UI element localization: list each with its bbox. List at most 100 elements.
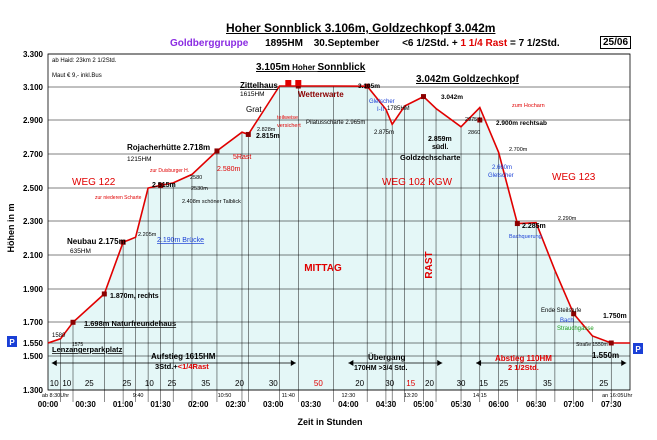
segment-minutes: 25: [85, 379, 94, 388]
waypoint-marker: [70, 319, 76, 325]
x-tick-label: 02:00: [188, 400, 209, 409]
segment-minutes: 10: [62, 379, 71, 388]
label-gletscher-2: I-II: [377, 107, 384, 113]
x-tick-label: 03:00: [263, 400, 284, 409]
segment-minutes: 15: [479, 379, 488, 388]
aufstieg-arrow-tail: [51, 360, 57, 366]
profile-area: [48, 86, 630, 390]
label-wetterwarte: Wetterwarte: [298, 90, 344, 99]
segment-minutes: 10: [145, 379, 154, 388]
uebergang-arrow-tail: [348, 360, 354, 366]
label-mittag: MITTAG: [304, 263, 342, 274]
x-tick-label: 07:30: [601, 400, 622, 409]
time-mark: 9:40: [133, 393, 144, 399]
title-part-1: Hoher Sonnblick 3.106m,: [226, 21, 369, 35]
label-pilatusscharte: Pilatusscharte 2.965m: [306, 120, 365, 126]
label-5rast: 5Rast: [233, 154, 251, 161]
profile-line: [47, 85, 630, 344]
group-label: Goldberggruppe: [170, 38, 249, 49]
time-part-1: <6 1/2Std. +: [402, 38, 461, 49]
label-gletscher-1: Gletscher: [369, 99, 395, 105]
time-mark: 11:40: [282, 393, 295, 399]
label-2515: 2.515m: [152, 182, 176, 189]
x-tick-label: 05:30: [451, 400, 472, 409]
label-2205: 2.205m: [138, 232, 157, 238]
label-sonnblick-top: 3.105m Hoher Sonnblick: [256, 62, 366, 73]
x-tick-label: 00:00: [38, 400, 59, 409]
y-tick-label: 2.700: [23, 150, 44, 159]
sonnblick-top-1: 3.105m: [256, 62, 290, 73]
waypoint-marker: [514, 221, 520, 227]
label-1580: 1580: [52, 333, 66, 339]
label-1550-end: 1.550m: [592, 351, 619, 360]
label-bruecke: 2.190m Brücke: [157, 237, 204, 244]
time-mark: an 16:05Uhr: [602, 393, 632, 399]
label-1750: 1.750m: [603, 313, 627, 320]
label-grat: Grat: [246, 105, 262, 114]
aufstieg-2b: <1/4Rast: [178, 362, 210, 371]
label-2285: 2.285m: [522, 223, 546, 230]
annotations: Höhen in m Zeit in Stunden ab Haid: 23km…: [6, 58, 643, 427]
y-axis-label: Höhen in m: [6, 204, 16, 253]
x-tick-label: 04:00: [338, 400, 359, 409]
uebergang-arrow-head: [437, 360, 443, 366]
label-goldzech-top: 3.042m Goldzechkopf: [416, 74, 519, 85]
x-tick-label: 03:30: [301, 400, 322, 409]
profile-polyline: [47, 85, 630, 344]
label-2859-2: südl.: [432, 144, 448, 151]
label-uebergang-1: Übergang: [368, 353, 405, 362]
y-tick-label: 1.300: [23, 386, 44, 395]
label-niedere-scharte: zur niederen Scharte: [95, 195, 142, 201]
label-strasse: Straße 1550m: [576, 342, 608, 348]
label-uebergang-2: 170HM >3/4 Std.: [354, 365, 408, 372]
x-tick-label: 01:30: [150, 400, 171, 409]
time-mark: 10:50: [218, 393, 232, 399]
date-label: 30.September: [313, 38, 380, 49]
x-tick-label: 05:00: [413, 400, 434, 409]
segment-minutes: 10: [50, 379, 59, 388]
total-hm: 1895HM: [265, 38, 303, 49]
grid: [47, 53, 631, 402]
segment-minutes: 25: [122, 379, 131, 388]
x-tick-label: 07:00: [563, 400, 584, 409]
parking-marker-right: [633, 343, 643, 354]
label-duisburger: zur Duisburger H.: [150, 168, 189, 174]
label-neubau-hm: 635HM: [70, 248, 91, 255]
title-part-2: Goldzechkopf 3.042m: [372, 21, 496, 35]
badge: 25/06: [600, 36, 632, 49]
label-2660-1: 2.660m: [492, 165, 512, 171]
waypoint-markers: [70, 80, 614, 346]
label-hocharn: zum Hocharn: [512, 103, 545, 109]
parking-marker-left: [7, 336, 17, 347]
waypoint-marker: [245, 131, 251, 137]
parking-label-left: P: [9, 338, 15, 347]
y-tick-label: 1.700: [23, 318, 44, 327]
label-3042: 3.042m: [441, 94, 463, 101]
label-2290: 2.290m: [558, 216, 577, 222]
subtitle: Goldberggruppe 1895HM 30.September <6 1/…: [170, 38, 560, 49]
label-rojacherhuette: Rojacherhütte 2.718m: [127, 143, 210, 152]
x-tick-label: 06:00: [488, 400, 509, 409]
label-2975: 2975 I: [465, 117, 481, 123]
abstieg-arrow-head: [621, 360, 627, 366]
x-axis-label: Zeit in Stunden: [298, 417, 363, 427]
x-tick-label: 06:30: [526, 400, 547, 409]
label-weg123: WEG 123: [552, 172, 596, 183]
segment-minutes: 25: [499, 379, 508, 388]
x-tick-label: 02:30: [226, 400, 247, 409]
label-2875: 2.875m: [374, 130, 394, 136]
sonnblick-top-2: Hoher: [290, 63, 318, 72]
segment-minutes: 50: [314, 379, 323, 388]
time-part-2: 1 1/4 Rast: [460, 38, 508, 49]
waypoint-marker: [420, 94, 426, 100]
label-1785hm: 1785HM: [387, 106, 410, 112]
aufstieg-2a: 3Std.+: [155, 362, 178, 371]
side-note-2: Maut € 9,- inkl.Bus: [52, 73, 102, 79]
waypoint-marker: [158, 182, 164, 188]
label-abstieg-1: Abstieg 110HM: [495, 354, 552, 363]
waypoint-marker: [120, 239, 126, 245]
aufstieg-arrow-head: [290, 360, 296, 366]
label-2900: 2.900m rechtsab: [496, 120, 547, 127]
y-tick-label: 2.100: [23, 251, 44, 260]
